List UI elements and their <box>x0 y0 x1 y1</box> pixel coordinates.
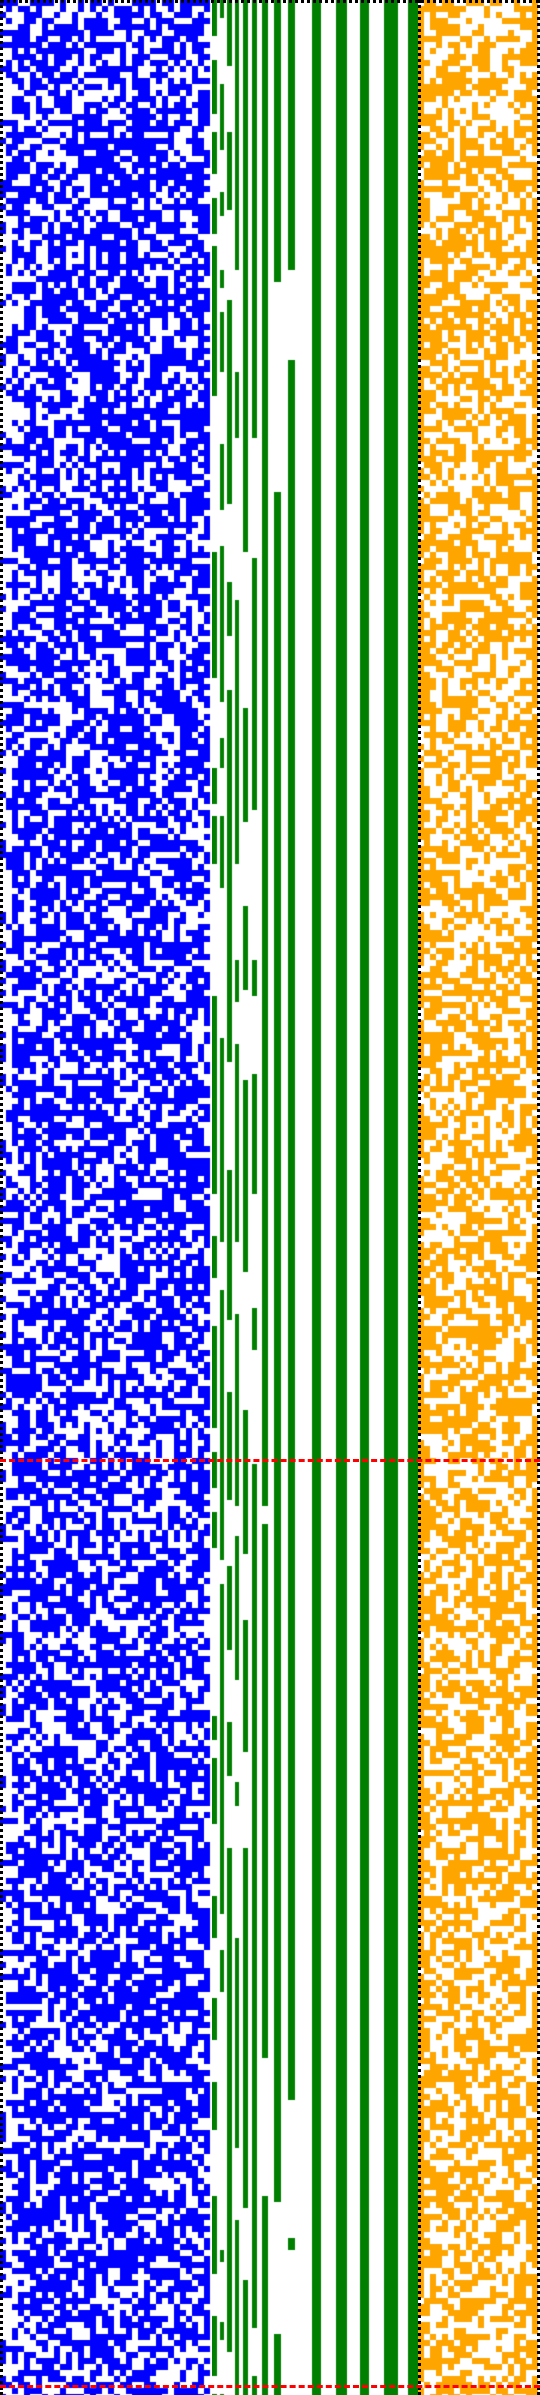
left-dotted-border <box>0 0 3 2395</box>
red-dashed-marker <box>0 2385 540 2388</box>
orange-noise-panel <box>418 0 540 2395</box>
blue-noise-canvas <box>0 0 212 2395</box>
green-bars-canvas <box>212 0 418 2395</box>
right-dotted-border <box>537 0 540 2395</box>
red-dashed-marker <box>0 1459 540 1462</box>
middle-dotted-separator <box>418 0 421 2395</box>
top-dotted-border <box>0 0 540 3</box>
green-bars-panel <box>212 0 418 2395</box>
orange-noise-canvas <box>418 0 540 2395</box>
blue-noise-panel <box>0 0 212 2395</box>
